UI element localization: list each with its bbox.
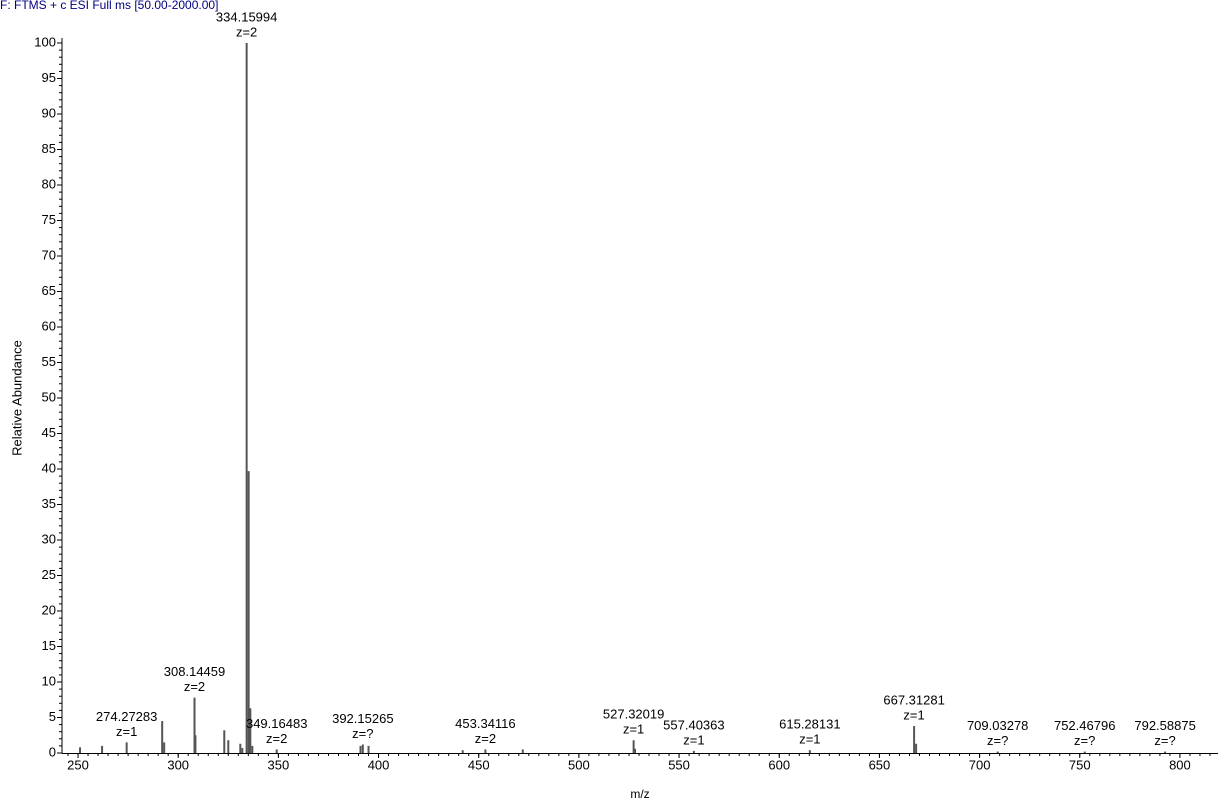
peak-charge-label: z=2 <box>266 731 287 746</box>
peak-charge-label: z=1 <box>683 732 704 747</box>
peak-mz-label: 349.16483 <box>246 716 307 731</box>
y-tick-label: 20 <box>42 602 56 617</box>
peak-charge-label: z=? <box>1154 733 1175 748</box>
y-tick-label: 85 <box>42 141 56 156</box>
peak <box>1164 751 1167 753</box>
peak <box>359 745 362 753</box>
peak-charge-label: z=1 <box>623 722 644 737</box>
peak-mz-label: 392.15265 <box>332 711 393 726</box>
y-tick-label: 50 <box>42 389 56 404</box>
peak-charge-label: z=? <box>352 726 373 741</box>
peak <box>161 721 164 753</box>
peak <box>245 43 248 753</box>
x-axis-label: m/z <box>630 787 649 801</box>
peak-mz-label: 557.40363 <box>663 717 724 732</box>
peak <box>247 471 250 753</box>
x-tick-label: 500 <box>568 757 590 772</box>
peak <box>275 749 278 753</box>
y-tick-label: 40 <box>42 460 56 475</box>
y-tick-label: 10 <box>42 673 56 688</box>
y-tick-label: 55 <box>42 354 56 369</box>
peak-charge-label: z=2 <box>236 24 257 39</box>
y-tick-label: 90 <box>42 105 56 120</box>
peak-mz-label: 667.31281 <box>883 692 944 707</box>
peak <box>996 751 999 753</box>
peak <box>367 745 370 753</box>
peak <box>692 750 695 753</box>
peak <box>361 744 364 753</box>
y-tick-label: 60 <box>42 318 56 333</box>
peak <box>251 745 254 753</box>
y-tick-label: 35 <box>42 496 56 511</box>
y-tick-label: 30 <box>42 531 56 546</box>
y-tick-label: 95 <box>42 70 56 85</box>
peak-mz-label: 615.28131 <box>779 717 840 732</box>
y-axis-label: Relative Abundance <box>9 340 24 456</box>
peak <box>125 742 128 753</box>
peak <box>241 748 244 753</box>
peak <box>913 726 916 753</box>
chart-title: F: FTMS + c ESI Full ms [50.00-2000.00] <box>0 0 218 12</box>
x-tick-label: 600 <box>768 757 790 772</box>
peak <box>101 745 104 753</box>
y-tick-label: 100 <box>34 34 56 49</box>
peak <box>194 735 197 753</box>
peak-charge-label: z=? <box>987 733 1008 748</box>
peak-mz-label: 527.32019 <box>603 707 664 722</box>
x-tick-label: 450 <box>468 757 490 772</box>
peak <box>239 743 242 753</box>
peak <box>484 749 487 753</box>
x-tick-label: 800 <box>1169 757 1191 772</box>
peak <box>163 742 166 753</box>
peak-charge-label: z=1 <box>799 732 820 747</box>
peak <box>915 743 918 753</box>
peak <box>461 750 464 753</box>
y-tick-label: 65 <box>42 283 56 298</box>
y-tick-label: 15 <box>42 638 56 653</box>
peak <box>633 748 636 753</box>
peak-mz-label: 752.46796 <box>1054 718 1115 733</box>
x-tick-label: 700 <box>969 757 991 772</box>
x-tick-label: 550 <box>668 757 690 772</box>
peak <box>1083 751 1086 753</box>
y-tick-label: 45 <box>42 425 56 440</box>
y-tick-label: 0 <box>49 744 56 759</box>
peak <box>193 697 196 753</box>
peak-mz-label: 308.14459 <box>164 664 225 679</box>
peak-mz-label: 709.03278 <box>967 718 1028 733</box>
x-tick-label: 350 <box>268 757 290 772</box>
x-tick-label: 400 <box>368 757 390 772</box>
peak <box>632 740 635 753</box>
y-tick-label: 80 <box>42 176 56 191</box>
x-tick-label: 250 <box>67 757 89 772</box>
y-tick-label: 75 <box>42 212 56 227</box>
y-tick-label: 25 <box>42 567 56 582</box>
peak-charge-label: z=1 <box>903 707 924 722</box>
peak <box>521 749 524 753</box>
peak-charge-label: z=2 <box>475 731 496 746</box>
x-tick-label: 300 <box>167 757 189 772</box>
y-tick-label: 70 <box>42 247 56 262</box>
peak <box>808 750 811 753</box>
y-tick-label: 5 <box>49 709 56 724</box>
peak-mz-label: 334.15994 <box>216 9 277 24</box>
peak <box>249 708 252 753</box>
x-tick-label: 650 <box>869 757 891 772</box>
peak-mz-label: 792.58875 <box>1134 718 1195 733</box>
peak-mz-label: 274.27283 <box>96 709 157 724</box>
peak <box>223 730 226 753</box>
peak-charge-label: z=? <box>1074 733 1095 748</box>
peak <box>79 747 82 753</box>
peak-mz-label: 453.34116 <box>455 716 516 731</box>
peak-charge-label: z=1 <box>116 724 137 739</box>
peak <box>227 740 230 753</box>
x-tick-label: 750 <box>1069 757 1091 772</box>
peak-charge-label: z=2 <box>184 679 205 694</box>
